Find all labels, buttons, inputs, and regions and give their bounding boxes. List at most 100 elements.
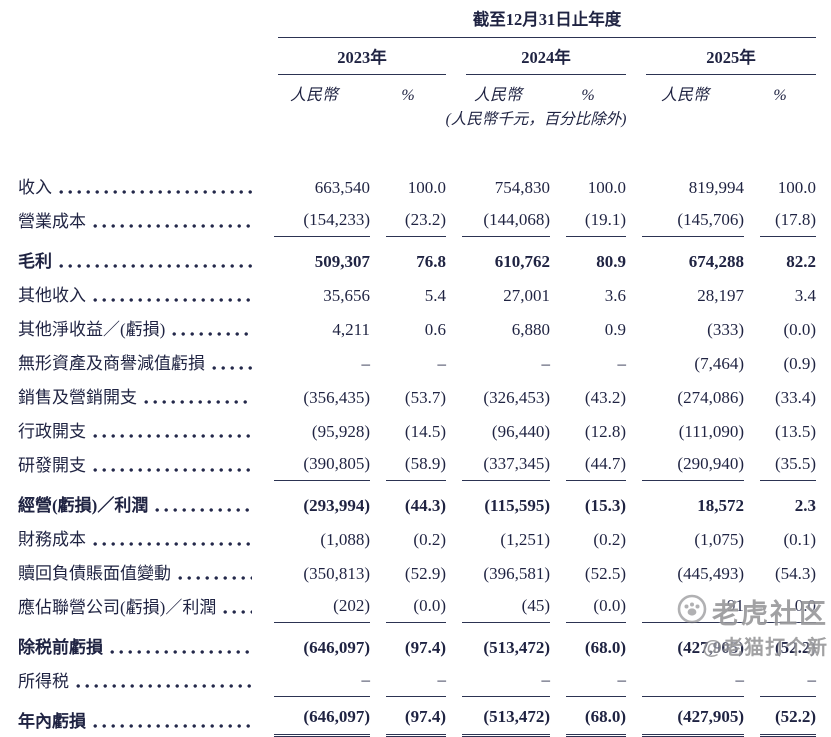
value-cell: (1,251) xyxy=(500,530,550,549)
value-cell: (97.4) xyxy=(404,638,446,657)
value-cell: 27,001 xyxy=(503,286,550,305)
dot-leader xyxy=(76,683,252,689)
dot-leader xyxy=(223,609,252,615)
units-note: (人民幣千元，百分比除外) xyxy=(445,111,627,128)
row-label: 研發開支 xyxy=(18,456,86,475)
value-cell: 80.9 xyxy=(596,252,626,271)
row-label: 行政開支 xyxy=(18,422,86,441)
row-label: 銷售及營銷開支 xyxy=(18,388,137,407)
value-cell: 674,288 xyxy=(688,252,744,271)
value-cell: (53.7) xyxy=(404,388,446,407)
value-cell: 100.0 xyxy=(587,178,626,197)
value-cell: (396,581) xyxy=(483,564,550,583)
value-cell: (202) xyxy=(274,592,370,623)
value-cell: (390,805) xyxy=(274,450,370,481)
dot-leader xyxy=(93,223,252,229)
value-cell: (646,097) xyxy=(303,638,370,657)
value-cell: 2.3 xyxy=(794,496,817,515)
value-cell: (513,472) xyxy=(462,697,550,737)
row-label: 收入 xyxy=(18,178,52,197)
value-cell: – xyxy=(617,354,627,373)
table-row-other-net-gains: 其他淨收益／(虧損) 4,211 0.6 6,880 0.9 (333) (0.… xyxy=(18,311,816,345)
dot-leader xyxy=(59,263,252,269)
table-row-finance-costs: 財務成本 (1,088) (0.2) (1,251) (0.2) (1,075)… xyxy=(18,521,816,555)
value-cell: 18,572 xyxy=(697,496,744,515)
value-cell: (35.5) xyxy=(760,450,817,481)
value-cell: 509,307 xyxy=(314,252,370,271)
value-cell: 100.0 xyxy=(407,178,446,197)
value-cell: – xyxy=(760,666,817,697)
row-label: 無形資產及商譽減值虧損 xyxy=(18,354,205,373)
value-cell: (58.9) xyxy=(386,450,446,481)
dot-leader xyxy=(93,433,252,439)
value-cell: – xyxy=(274,666,370,697)
dot-leader xyxy=(110,649,252,655)
value-cell: – xyxy=(566,666,626,697)
value-cell: (293,994) xyxy=(303,496,370,515)
row-label: 所得税 xyxy=(18,672,69,691)
value-cell: (44.7) xyxy=(566,450,626,481)
year-2024-header: 2024年 xyxy=(466,38,626,75)
dot-leader xyxy=(93,467,252,473)
value-cell: (0.1) xyxy=(783,530,817,549)
table-row-operating-loss-profit: 經營(虧損)／利潤 (293,994) (44.3) (115,595) (15… xyxy=(18,481,816,521)
value-cell: (290,940) xyxy=(642,450,744,481)
value-cell: (12.8) xyxy=(584,422,626,441)
row-label: 毛利 xyxy=(18,252,52,271)
value-cell: (96,440) xyxy=(491,422,550,441)
row-label: 其他淨收益／(虧損) xyxy=(18,320,166,339)
period-title: 截至12月31日止年度 xyxy=(278,6,817,38)
value-cell: (14.5) xyxy=(404,422,446,441)
value-cell: (274,086) xyxy=(677,388,744,407)
value-cell: 76.8 xyxy=(416,252,446,271)
value-cell: 610,762 xyxy=(494,252,550,271)
row-label: 年內虧損 xyxy=(18,712,86,731)
value-cell: 5.4 xyxy=(424,286,446,305)
value-cell: (33.4) xyxy=(774,388,817,407)
header-period-row: 截至12月31日止年度 xyxy=(18,6,817,38)
table-row-other-income: 其他收入 35,656 5.4 27,001 3.6 28,197 3.4 xyxy=(18,277,816,311)
value-cell: (513,472) xyxy=(483,638,550,657)
row-label: 其他收入 xyxy=(18,286,86,305)
value-cell: (0.2) xyxy=(413,530,446,549)
value-cell: (646,097) xyxy=(274,697,370,737)
value-cell: (144,068) xyxy=(462,206,550,237)
value-cell: – xyxy=(437,354,447,373)
value-cell: (45) xyxy=(462,592,550,623)
value-cell: (15.3) xyxy=(584,496,626,515)
value-cell: – xyxy=(642,666,744,697)
table-row-revenue: 收入 663,540 100.0 754,830 100.0 819,994 1… xyxy=(18,169,816,203)
value-cell: (52.9) xyxy=(404,564,446,583)
dot-leader xyxy=(93,297,252,303)
value-cell: (19.1) xyxy=(566,206,626,237)
value-cell: (52.2) xyxy=(774,638,817,657)
value-cell: 663,540 xyxy=(314,178,370,197)
value-cell: (13.5) xyxy=(774,422,817,441)
value-cell: (445,493) xyxy=(677,564,744,583)
header-columns-row: 人民幣 % 人民幣 % 人民幣 % xyxy=(18,75,816,105)
row-label: 應佔聯營公司(虧損)／利潤 xyxy=(18,598,217,617)
value-cell: 100.0 xyxy=(777,178,817,197)
value-cell: 0.9 xyxy=(604,320,626,339)
value-cell: (0.0) xyxy=(386,592,446,623)
table-row-impairment-losses: 無形資產及商譽減值虧損 – – – – (7,464) (0.9) xyxy=(18,345,816,379)
table-row-loss-before-tax: 除税前虧損 (646,097) (97.4) (513,472) (68.0) … xyxy=(18,623,816,663)
currency-column-header: 人民幣 xyxy=(289,87,338,104)
value-cell: 82.2 xyxy=(786,252,817,271)
dot-leader xyxy=(144,399,252,405)
value-cell: 28,197 xyxy=(697,286,744,305)
value-cell: (54.3) xyxy=(774,564,817,583)
value-cell: (44.3) xyxy=(404,496,446,515)
value-cell: (95,928) xyxy=(311,422,370,441)
value-cell: (1,088) xyxy=(320,530,370,549)
value-cell: (326,453) xyxy=(483,388,550,407)
value-cell: (427,905) xyxy=(642,697,744,737)
value-cell: (1,075) xyxy=(694,530,744,549)
value-cell: (52.2) xyxy=(760,697,817,737)
value-cell: (68.0) xyxy=(566,697,626,737)
percent-column-header: % xyxy=(773,87,787,104)
value-cell: (111,090) xyxy=(678,422,744,441)
value-cell: (427,905) xyxy=(677,638,744,657)
value-cell: 35,656 xyxy=(323,286,370,305)
value-cell: 0.6 xyxy=(424,320,446,339)
